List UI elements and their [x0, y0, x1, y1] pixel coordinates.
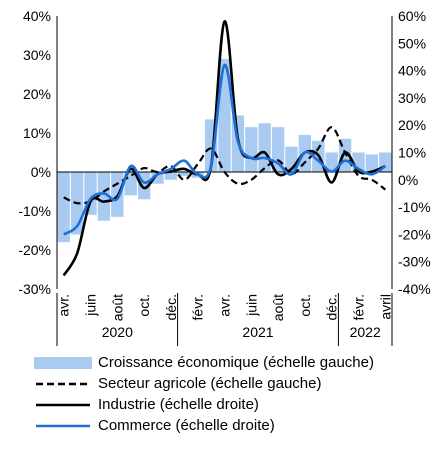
bar-croissance [164, 172, 178, 180]
line-secteur-agricole [63, 126, 386, 205]
x-axis-ticks: avr. juin août oct. déc. févr. avr. juin août oct… [56, 294, 394, 321]
bars-croissance [57, 58, 392, 243]
bar-croissance [178, 172, 191, 176]
bar-croissance [245, 127, 258, 172]
right-tick-label: -20% [398, 226, 431, 242]
legend-item-croissance: Croissance économique (échelle gauche) [34, 352, 374, 373]
bar-croissance [271, 127, 285, 172]
x-tick-label: oct. [136, 294, 152, 317]
legend-item-industrie: Industrie (échelle droite) [34, 394, 374, 415]
bar-croissance [365, 154, 379, 172]
left-tick-label: 10% [23, 125, 51, 141]
year-label: 2020 [102, 324, 133, 340]
left-tick-label: 0% [31, 164, 51, 180]
year-label: 2021 [242, 324, 273, 340]
year-axis: 2020 2021 2022 [56, 293, 393, 346]
legend-label: Secteur agricole (échelle gauche) [98, 375, 322, 392]
left-tick-label: -30% [18, 281, 51, 297]
line-industrie [62, 20, 386, 277]
x-tick-label: oct. [297, 294, 313, 317]
bar-croissance [151, 172, 164, 184]
x-tick-label: déc. [163, 294, 179, 320]
legend-item-commerce: Commerce (échelle droite) [34, 415, 374, 436]
right-tick-label: 10% [398, 145, 426, 161]
legend-label: Commerce (échelle droite) [98, 417, 275, 434]
right-tick-label: 40% [398, 63, 426, 79]
legend-label: Croissance économique (échelle gauche) [98, 354, 374, 371]
x-tick-label: avril [377, 294, 393, 320]
year-label: 2022 [350, 324, 381, 340]
legend-swatch-dashed [34, 376, 92, 392]
right-tick-label: 20% [398, 117, 426, 133]
right-tick-label: 0% [398, 172, 418, 188]
left-axis-ticks: -30% -20% -10% 0% 10% 20% 30% 40% [18, 8, 51, 297]
right-tick-label: -40% [398, 281, 431, 297]
legend-item-agricole: Secteur agricole (échelle gauche) [34, 373, 374, 394]
legend-label: Industrie (échelle droite) [98, 396, 259, 413]
line-commerce [63, 63, 387, 236]
x-tick-label: juin [83, 294, 99, 317]
lines [62, 20, 387, 277]
legend-swatch-bar [34, 355, 92, 371]
x-tick-label: juin [243, 294, 259, 317]
x-tick-label: avr. [217, 294, 233, 317]
x-tick-label: déc. [324, 294, 340, 320]
right-tick-label: 50% [398, 35, 426, 51]
right-axis-ticks: -40% -30% -20% -10% 0% 10% 20% 30% 40% 50% 60% [398, 8, 431, 297]
x-tick-label: févr. [351, 294, 367, 320]
right-tick-label: -10% [398, 199, 431, 215]
right-tick-label: -30% [398, 254, 431, 270]
chart: -30%-20%-10%0%10%20%30%40% -40%-30%-20%-… [18, 8, 431, 346]
bar-croissance [57, 172, 70, 243]
x-tick-label: août [270, 294, 286, 321]
left-tick-label: -10% [18, 203, 51, 219]
left-tick-label: 30% [23, 47, 51, 63]
bar-croissance [325, 152, 338, 172]
legend: Croissance économique (échelle gauche) S… [34, 352, 374, 436]
left-tick-label: 20% [23, 86, 51, 102]
x-tick-label: août [109, 294, 125, 321]
x-tick-label: févr. [190, 294, 206, 320]
left-tick-label: 40% [23, 8, 51, 24]
bar-croissance [97, 172, 111, 221]
legend-swatch-black [34, 397, 92, 413]
right-tick-label: 30% [398, 90, 426, 106]
legend-swatch-blue [34, 418, 92, 434]
left-tick-label: -20% [18, 242, 51, 258]
right-tick-label: 60% [398, 8, 426, 24]
x-tick-label: avr. [56, 294, 72, 317]
